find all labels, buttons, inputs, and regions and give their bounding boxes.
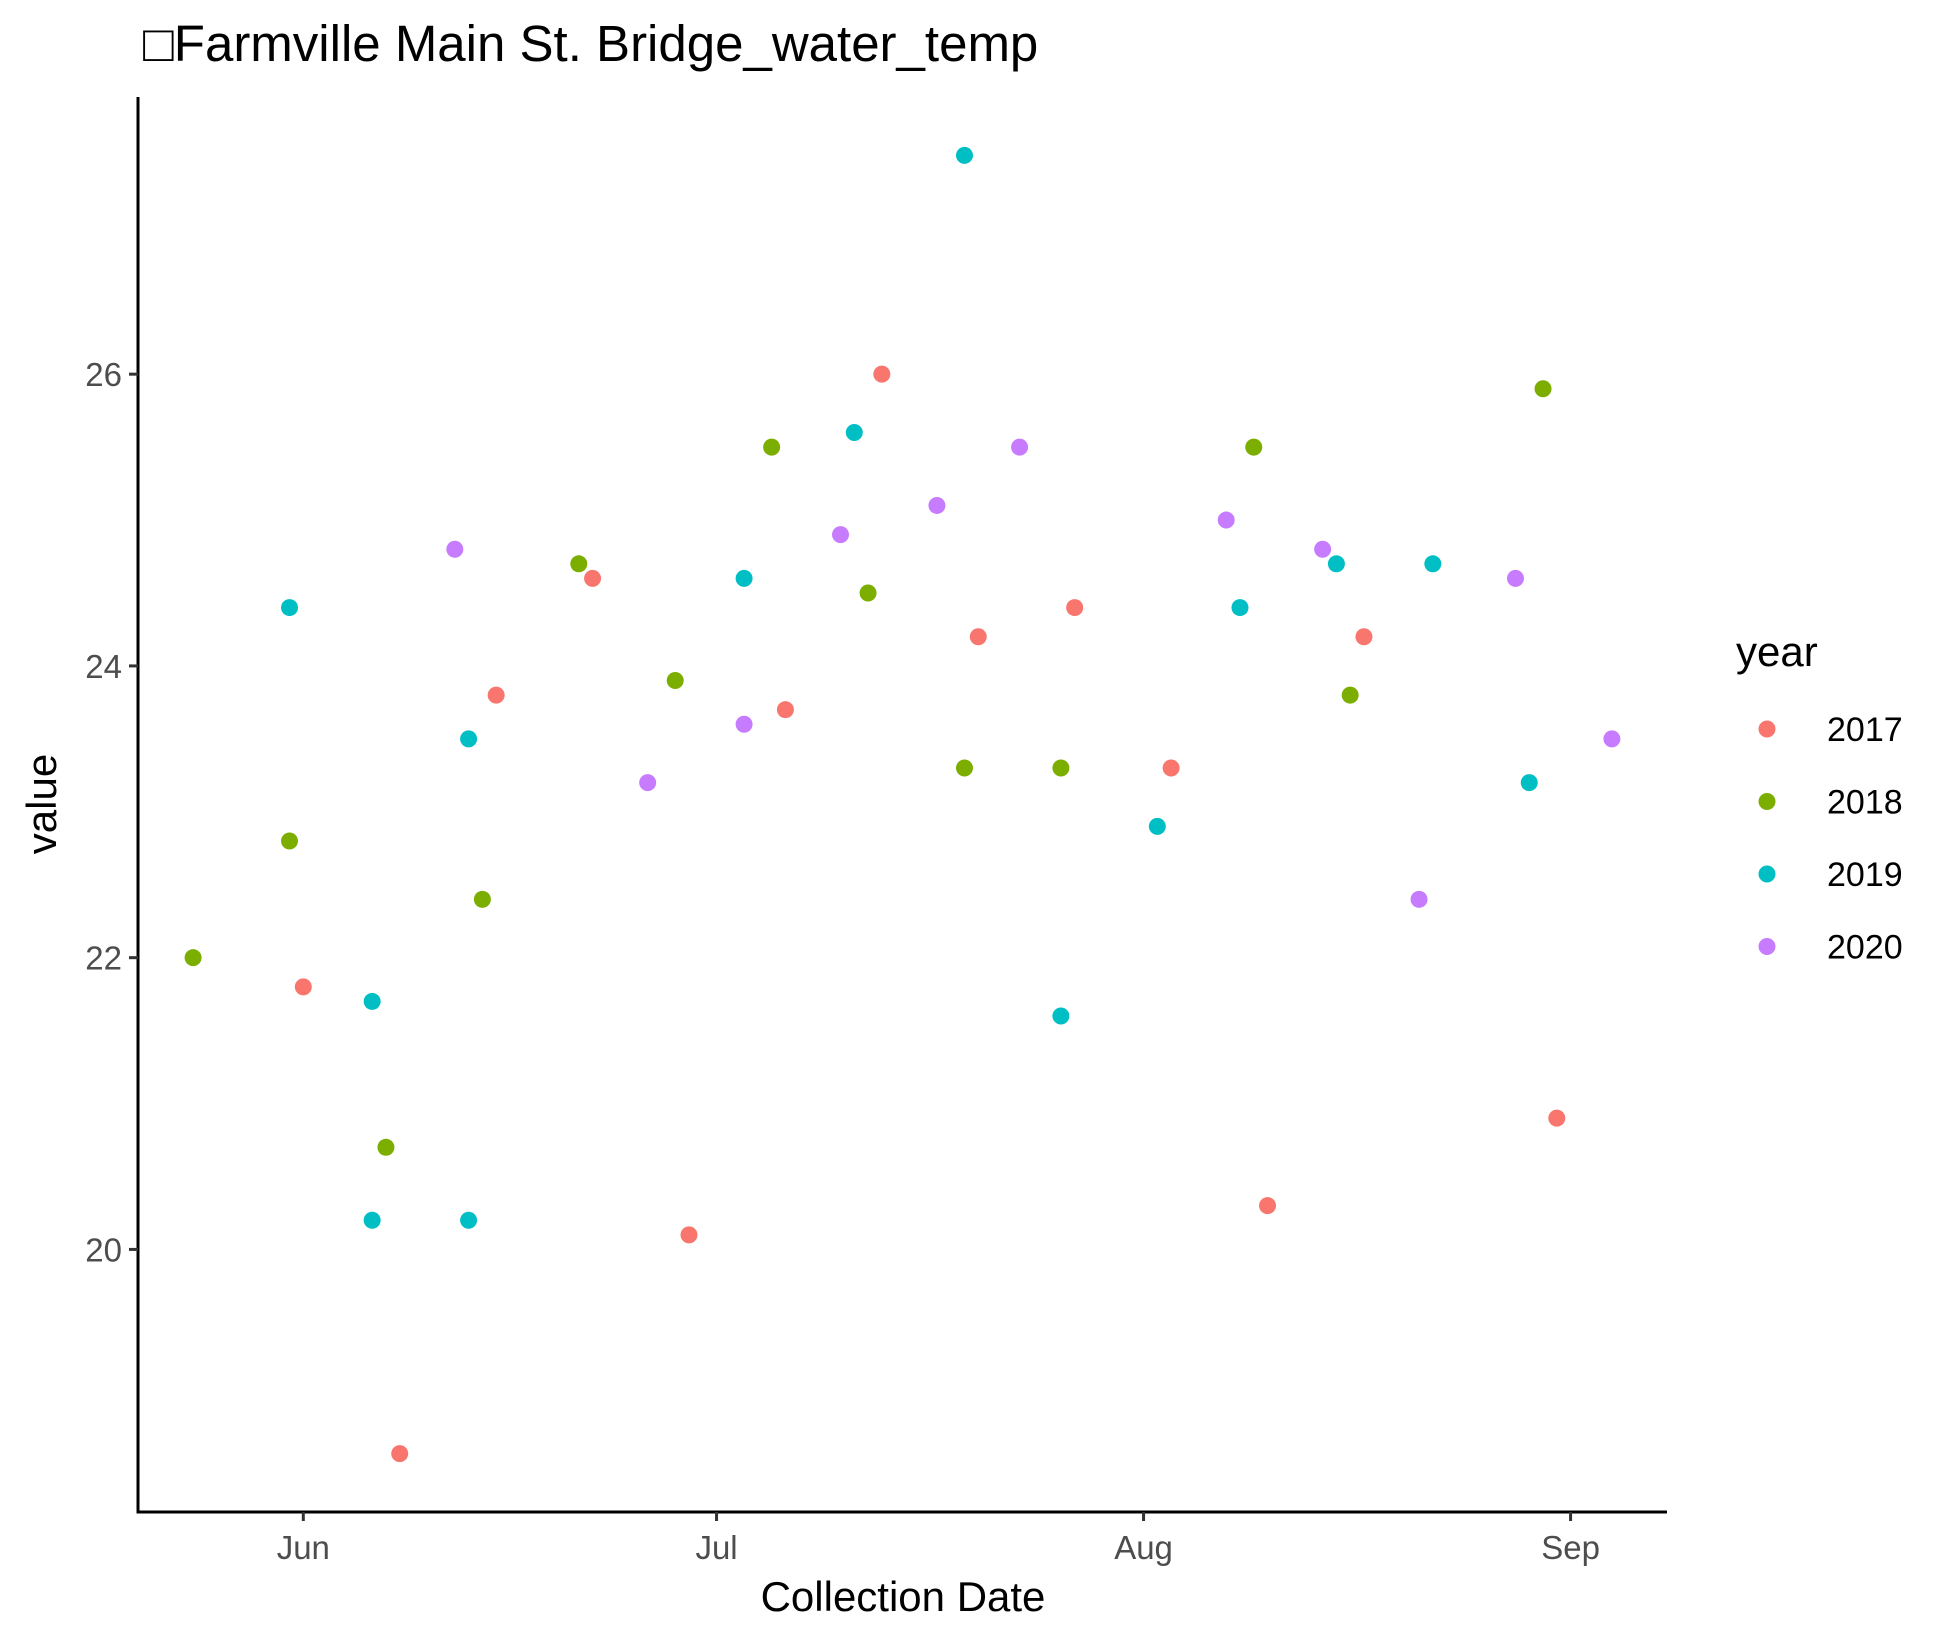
data-point: [1011, 438, 1029, 456]
data-point: [294, 978, 312, 996]
data-point: [735, 569, 753, 587]
data-point: [1052, 1007, 1070, 1025]
plot-area: 20 22 24 26 Jun Jul Aug Sep: [85, 97, 1667, 1566]
data-point: [363, 992, 381, 1010]
chart-title: □Farmville Main St. Bridge_water_temp: [143, 15, 1038, 72]
data-point: [845, 424, 863, 442]
y-tick-label: 20: [85, 1231, 122, 1268]
legend-label: 2019: [1827, 856, 1903, 894]
y-axis-title: value: [18, 754, 65, 854]
data-point: [1327, 555, 1345, 573]
x-axis-ticks: Jun Jul Aug Sep: [277, 1512, 1600, 1566]
data-point: [735, 715, 753, 733]
data-point: [763, 438, 781, 456]
data-point: [1148, 817, 1166, 835]
data-point: [928, 496, 946, 514]
series-2019: [281, 146, 1538, 1229]
data-point: [666, 672, 684, 690]
data-point: [1603, 730, 1621, 748]
data-point: [1410, 890, 1428, 908]
data-point: [1506, 569, 1524, 587]
x-tick-label: Sep: [1541, 1529, 1600, 1566]
legend-label: 2018: [1827, 784, 1903, 822]
data-point: [873, 365, 891, 383]
legend-title: year: [1736, 628, 1818, 675]
data-point: [446, 540, 464, 558]
data-point: [1066, 599, 1084, 617]
series-2018: [184, 380, 1552, 1156]
data-point: [859, 584, 877, 602]
legend-label: 2020: [1827, 929, 1903, 967]
x-axis-title: Collection Date: [761, 1573, 1046, 1620]
data-point: [460, 730, 478, 748]
y-tick-label: 22: [85, 940, 122, 977]
legend-key: [1758, 793, 1776, 810]
data-point: [1259, 1197, 1277, 1215]
data-point: [1341, 686, 1359, 704]
data-point: [1245, 438, 1263, 456]
data-point: [281, 599, 299, 617]
data-point: [1424, 555, 1442, 573]
x-tick-label: Aug: [1114, 1529, 1173, 1566]
data-point: [955, 146, 973, 164]
data-point: [363, 1211, 381, 1229]
data-point: [184, 949, 202, 967]
data-point: [1355, 628, 1373, 646]
data-points: [184, 146, 1621, 1463]
y-axis-ticks: 20 22 24 26: [85, 356, 138, 1268]
data-point: [955, 759, 973, 777]
data-point: [832, 526, 850, 544]
data-point: [473, 890, 491, 908]
legend-key: [1758, 938, 1776, 955]
data-point: [487, 686, 505, 704]
data-point: [1162, 759, 1180, 777]
data-point: [584, 569, 602, 587]
series-2017: [294, 365, 1566, 1463]
data-point: [1534, 380, 1552, 398]
data-point: [281, 832, 299, 850]
data-point: [1052, 759, 1070, 777]
data-point: [1314, 540, 1332, 558]
x-tick-label: Jul: [695, 1529, 737, 1566]
y-tick-label: 24: [85, 648, 122, 685]
x-tick-label: Jun: [277, 1529, 330, 1566]
data-point: [391, 1445, 409, 1463]
data-point: [1520, 774, 1538, 792]
data-point: [639, 774, 657, 792]
data-point: [1548, 1109, 1566, 1127]
data-point: [570, 555, 588, 573]
data-point: [377, 1138, 395, 1156]
legend: year 2017 2018 2019 2020: [1736, 628, 1903, 967]
data-point: [1231, 599, 1249, 617]
data-point: [969, 628, 987, 646]
legend-key: [1758, 865, 1776, 883]
data-point: [460, 1211, 478, 1229]
legend-key: [1758, 720, 1776, 738]
data-point: [1217, 511, 1235, 529]
y-tick-label: 26: [85, 356, 122, 393]
legend-label: 2017: [1827, 711, 1903, 749]
series-2020: [446, 438, 1621, 908]
data-point: [680, 1226, 698, 1244]
data-point: [776, 701, 794, 719]
